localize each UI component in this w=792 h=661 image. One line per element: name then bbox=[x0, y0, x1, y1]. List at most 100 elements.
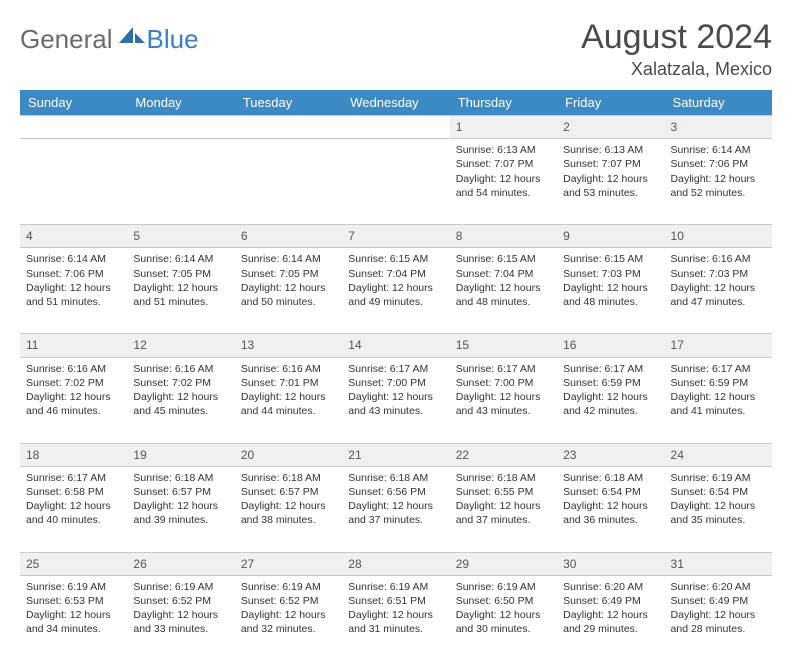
sunset-text: Sunset: 7:00 PM bbox=[456, 376, 551, 390]
day-number-cell: 31 bbox=[665, 552, 772, 575]
daylight-text: and 35 minutes. bbox=[671, 513, 766, 527]
daylight-text: Daylight: 12 hours bbox=[133, 499, 228, 513]
sunset-text: Sunset: 6:52 PM bbox=[133, 594, 228, 608]
day-number: 17 bbox=[671, 338, 684, 352]
daylight-text: and 32 minutes. bbox=[241, 622, 336, 636]
sunset-text: Sunset: 7:06 PM bbox=[26, 267, 121, 281]
daylight-text: Daylight: 12 hours bbox=[456, 281, 551, 295]
day-cell bbox=[127, 139, 234, 225]
daylight-text: Daylight: 12 hours bbox=[133, 281, 228, 295]
sunset-text: Sunset: 7:04 PM bbox=[348, 267, 443, 281]
sunrise-text: Sunrise: 6:18 AM bbox=[133, 471, 228, 485]
day-cell: Sunrise: 6:13 AMSunset: 7:07 PMDaylight:… bbox=[557, 139, 664, 225]
day-number: 1 bbox=[456, 120, 463, 134]
daylight-text: Daylight: 12 hours bbox=[26, 608, 121, 622]
sunset-text: Sunset: 7:05 PM bbox=[133, 267, 228, 281]
weekday-header: Wednesday bbox=[342, 90, 449, 116]
daylight-text: and 37 minutes. bbox=[348, 513, 443, 527]
day-number-cell: 26 bbox=[127, 552, 234, 575]
day-cell: Sunrise: 6:15 AMSunset: 7:04 PMDaylight:… bbox=[450, 248, 557, 334]
day-number-cell: 3 bbox=[665, 116, 772, 139]
day-number-cell: 14 bbox=[342, 334, 449, 357]
day-number: 21 bbox=[348, 448, 361, 462]
daylight-text: Daylight: 12 hours bbox=[671, 608, 766, 622]
sunset-text: Sunset: 6:52 PM bbox=[241, 594, 336, 608]
day-number-cell: 29 bbox=[450, 552, 557, 575]
sunrise-text: Sunrise: 6:15 AM bbox=[348, 252, 443, 266]
day-cell: Sunrise: 6:17 AMSunset: 6:59 PMDaylight:… bbox=[665, 357, 772, 443]
sunrise-text: Sunrise: 6:18 AM bbox=[348, 471, 443, 485]
day-number: 18 bbox=[26, 448, 39, 462]
daylight-text: and 53 minutes. bbox=[563, 186, 658, 200]
day-number-cell: 15 bbox=[450, 334, 557, 357]
day-number: 5 bbox=[133, 229, 140, 243]
day-number-row: 11121314151617 bbox=[20, 334, 772, 357]
logo-sail-icon bbox=[119, 25, 145, 50]
day-number: 15 bbox=[456, 338, 469, 352]
day-cell: Sunrise: 6:19 AMSunset: 6:50 PMDaylight:… bbox=[450, 575, 557, 661]
day-number-cell: 24 bbox=[665, 443, 772, 466]
day-number-cell: 12 bbox=[127, 334, 234, 357]
day-number-cell: 22 bbox=[450, 443, 557, 466]
daylight-text: Daylight: 12 hours bbox=[26, 390, 121, 404]
day-number-cell: 8 bbox=[450, 225, 557, 248]
sunset-text: Sunset: 7:01 PM bbox=[241, 376, 336, 390]
sunset-text: Sunset: 7:02 PM bbox=[133, 376, 228, 390]
daylight-text: and 38 minutes. bbox=[241, 513, 336, 527]
daylight-text: Daylight: 12 hours bbox=[563, 281, 658, 295]
day-number: 22 bbox=[456, 448, 469, 462]
sunset-text: Sunset: 6:58 PM bbox=[26, 485, 121, 499]
day-number-cell: 7 bbox=[342, 225, 449, 248]
day-number: 23 bbox=[563, 448, 576, 462]
day-number-cell bbox=[20, 116, 127, 139]
daylight-text: and 37 minutes. bbox=[456, 513, 551, 527]
daylight-text: Daylight: 12 hours bbox=[348, 281, 443, 295]
daylight-text: and 43 minutes. bbox=[348, 404, 443, 418]
day-cell: Sunrise: 6:16 AMSunset: 7:02 PMDaylight:… bbox=[20, 357, 127, 443]
day-cell: Sunrise: 6:14 AMSunset: 7:05 PMDaylight:… bbox=[235, 248, 342, 334]
day-number: 10 bbox=[671, 229, 684, 243]
day-number-cell: 4 bbox=[20, 225, 127, 248]
sunset-text: Sunset: 7:07 PM bbox=[456, 157, 551, 171]
day-number-cell bbox=[127, 116, 234, 139]
daylight-text: Daylight: 12 hours bbox=[671, 172, 766, 186]
sunrise-text: Sunrise: 6:14 AM bbox=[671, 143, 766, 157]
day-number: 12 bbox=[133, 338, 146, 352]
daylight-text: and 42 minutes. bbox=[563, 404, 658, 418]
day-number-cell: 2 bbox=[557, 116, 664, 139]
sunrise-text: Sunrise: 6:19 AM bbox=[26, 580, 121, 594]
daylight-text: and 49 minutes. bbox=[348, 295, 443, 309]
day-cell: Sunrise: 6:16 AMSunset: 7:01 PMDaylight:… bbox=[235, 357, 342, 443]
day-cell bbox=[342, 139, 449, 225]
sunrise-text: Sunrise: 6:19 AM bbox=[241, 580, 336, 594]
sunrise-text: Sunrise: 6:20 AM bbox=[671, 580, 766, 594]
daylight-text: Daylight: 12 hours bbox=[241, 608, 336, 622]
daylight-text: Daylight: 12 hours bbox=[563, 172, 658, 186]
day-number-cell: 23 bbox=[557, 443, 664, 466]
day-number-cell: 10 bbox=[665, 225, 772, 248]
day-cell: Sunrise: 6:18 AMSunset: 6:56 PMDaylight:… bbox=[342, 466, 449, 552]
day-cell: Sunrise: 6:14 AMSunset: 7:05 PMDaylight:… bbox=[127, 248, 234, 334]
daylight-text: Daylight: 12 hours bbox=[348, 608, 443, 622]
day-number: 13 bbox=[241, 338, 254, 352]
day-number-cell: 25 bbox=[20, 552, 127, 575]
daylight-text: Daylight: 12 hours bbox=[456, 499, 551, 513]
day-number: 25 bbox=[26, 557, 39, 571]
sunrise-text: Sunrise: 6:14 AM bbox=[241, 252, 336, 266]
sunrise-text: Sunrise: 6:16 AM bbox=[241, 362, 336, 376]
sunset-text: Sunset: 6:50 PM bbox=[456, 594, 551, 608]
sunset-text: Sunset: 6:57 PM bbox=[241, 485, 336, 499]
day-number: 6 bbox=[241, 229, 248, 243]
day-number-row: 18192021222324 bbox=[20, 443, 772, 466]
title-block: August 2024 Xalatzala, Mexico bbox=[581, 18, 772, 80]
daylight-text: and 34 minutes. bbox=[26, 622, 121, 636]
sunrise-text: Sunrise: 6:17 AM bbox=[671, 362, 766, 376]
day-number-cell: 28 bbox=[342, 552, 449, 575]
day-cell bbox=[235, 139, 342, 225]
sunrise-text: Sunrise: 6:14 AM bbox=[26, 252, 121, 266]
sunrise-text: Sunrise: 6:18 AM bbox=[563, 471, 658, 485]
day-number-cell: 18 bbox=[20, 443, 127, 466]
sunset-text: Sunset: 7:02 PM bbox=[26, 376, 121, 390]
sunset-text: Sunset: 7:03 PM bbox=[671, 267, 766, 281]
daylight-text: and 52 minutes. bbox=[671, 186, 766, 200]
